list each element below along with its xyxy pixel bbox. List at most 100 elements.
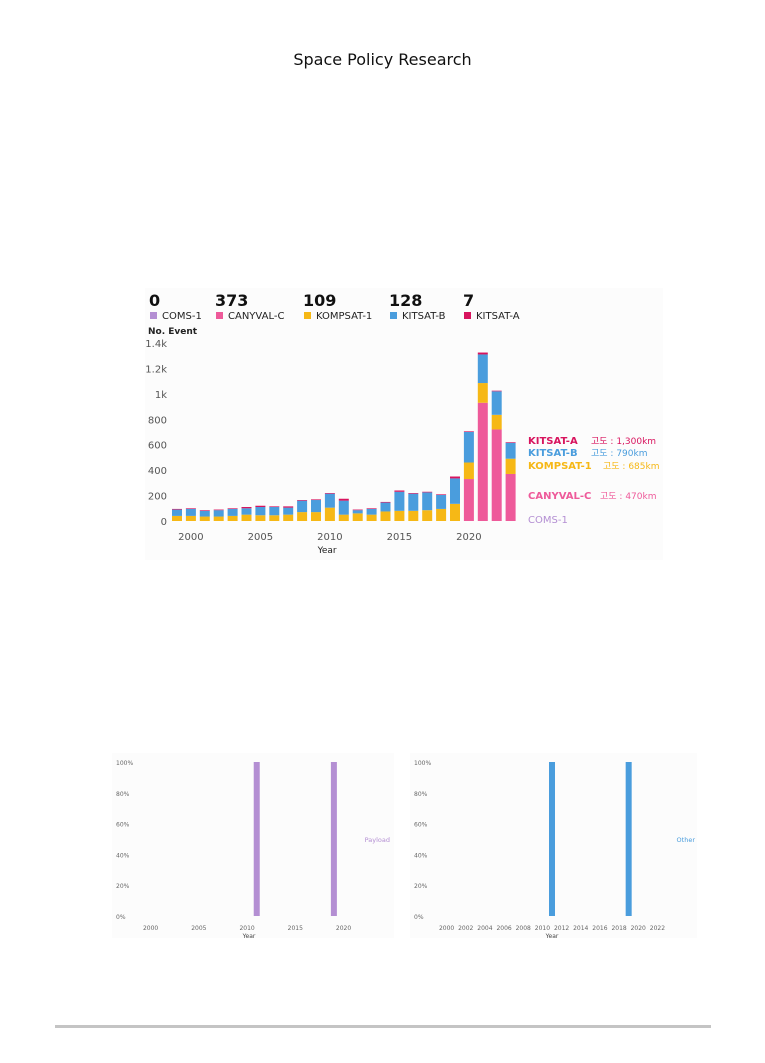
x-tick-label: 2020 [631, 925, 646, 932]
bar-kompsat-1-2010 [324, 507, 335, 521]
bar-kitsat-b-2002 [213, 510, 224, 517]
bar-kitsat-b-2018 [436, 494, 447, 509]
y-tick-label: 0 [161, 517, 167, 528]
bar-kitsat-a-2018 [436, 494, 447, 495]
y-tick-label: 0% [414, 914, 424, 921]
bar-kitsat-a-2009 [311, 499, 321, 501]
summary-count-kompsat-1: 109 [303, 291, 336, 310]
bar-kitsat-b-2011 [338, 500, 349, 515]
other-chart-panel: 0% 20% 40% 60% 80% 100% 2000 2002 2004 2006 2008 20… [410, 753, 697, 938]
bar-kitsat-b-2016 [408, 493, 419, 511]
y-tick-label: 60% [116, 822, 130, 829]
y-tick-label: 600 [148, 441, 167, 452]
bar-kompsat-1-2004 [241, 514, 252, 521]
bar-kompsat-1-2014 [380, 511, 391, 521]
x-tick-label: 2018 [611, 925, 626, 932]
bar-canyval-c-2022 [491, 429, 502, 521]
bar-other-2011 [549, 762, 555, 916]
x-tick-label: 2005 [191, 925, 206, 932]
bar-kitsat-b-2012 [352, 510, 363, 514]
y-tick-label: 40% [116, 852, 130, 859]
bar-kitsat-a-2010 [324, 493, 335, 494]
bar-kitsat-b-2000 [185, 508, 196, 516]
bar-kitsat-b-2013 [366, 508, 377, 515]
bar-kompsat-1-2002 [213, 516, 224, 521]
bar-kompsat-1-2007 [283, 514, 294, 521]
bar-kompsat-1-2001 [199, 516, 210, 521]
x-tick-label: 2012 [554, 925, 569, 932]
annotation-name-kitsat-a: KITSAT-A [528, 436, 578, 447]
bar-kitsat-a-2003 [227, 508, 238, 509]
bar-payload-2019 [330, 762, 337, 916]
y-tick-label: 60% [414, 822, 428, 829]
bar-kitsat-a-2021 [477, 352, 488, 355]
annotation-name-kompsat-1: KOMPSAT-1 [528, 461, 592, 472]
bar-kompsat-1-2009 [311, 512, 321, 521]
bar-kitsat-a-2012 [352, 509, 363, 511]
bar-kompsat-1-2020 [463, 462, 474, 480]
x-tick-label: 2004 [477, 925, 492, 932]
bar-kompsat-1-2017 [422, 510, 433, 521]
x-tick-label: 2010 [535, 925, 550, 932]
bar-kitsat-a-2015 [394, 490, 405, 492]
annotation-detail-kitsat-a: 고도 : 1,300km [591, 437, 656, 447]
bar-kompsat-1-2008 [297, 512, 308, 521]
annotation-detail-kompsat-1: 고도 : 685km [603, 462, 659, 472]
bar-canyval-c-2020 [463, 479, 474, 521]
legend-label-canyval-c: CANYVAL-C [228, 311, 284, 322]
x-tick-label: 2002 [458, 925, 473, 932]
x-tick-label: 2015 [288, 925, 303, 932]
x-tick-label: 2000 [439, 925, 454, 932]
legend-swatch-kitsat-b [390, 312, 397, 319]
bar-kitsat-a-2022 [491, 390, 502, 392]
bar-canyval-c-2023 [505, 473, 516, 521]
y-tick-label: 0% [116, 914, 126, 921]
bar-kompsat-1-2011 [338, 514, 349, 521]
payload-bar-chart: 0% 20% 40% 60% 80% 100% 2000 2005 2010 2015 2020 Ye… [116, 760, 390, 938]
y-tick-label: 400 [148, 466, 167, 477]
bar-kompsat-1-2015 [394, 510, 405, 521]
bar-canyval-c-2021 [477, 402, 488, 521]
bar-kompsat-1-2022 [491, 414, 502, 430]
legend-swatch-kompsat-1 [304, 312, 311, 319]
bar-kompsat-1-2018 [436, 508, 447, 521]
bar-kompsat-1-1999 [172, 515, 182, 521]
bar-kitsat-a-2006 [269, 506, 280, 508]
x-tick-label: 2022 [650, 925, 665, 932]
x-axis-title: Year [317, 546, 337, 556]
x-tick-label: 2000 [178, 532, 203, 543]
bar-kitsat-b-1999 [172, 509, 182, 516]
bar-kitsat-b-2022 [491, 391, 502, 415]
bar-kitsat-b-2004 [241, 508, 252, 515]
bar-other-2019 [625, 762, 632, 916]
bar-kitsat-a-2013 [366, 508, 377, 509]
bar-kompsat-1-2013 [366, 514, 377, 521]
x-tick-label: 2010 [239, 925, 254, 932]
series-label-payload: Payload [365, 836, 390, 844]
y-tick-label: 20% [116, 883, 130, 890]
bar-kitsat-b-2021 [477, 354, 488, 384]
bar-kitsat-b-2019 [450, 478, 460, 504]
bar-kitsat-b-2009 [311, 500, 321, 513]
y-tick-label: 80% [414, 791, 428, 798]
other-bar-chart: 0% 20% 40% 60% 80% 100% 2000 2002 2004 2006 2008 20… [414, 760, 695, 938]
y-tick-label: 100% [116, 760, 133, 767]
bar-kompsat-1-2021 [477, 383, 488, 403]
legend-label-kompsat-1: KOMPSAT-1 [316, 311, 372, 322]
payload-chart-panel: 0% 20% 40% 60% 80% 100% 2000 2005 2010 2015 2020 Ye… [112, 753, 394, 938]
page-header: Space Policy Research [293, 50, 472, 69]
summary-count-coms-1: 0 [149, 291, 160, 310]
bar-kitsat-a-2014 [380, 501, 391, 503]
legend-label-coms-1: COMS-1 [162, 311, 202, 322]
bar-kitsat-a-2017 [422, 491, 433, 493]
summary-count-canyval-c: 373 [215, 291, 248, 310]
bar-kitsat-a-2000 [185, 508, 196, 509]
bar-payload-2011 [253, 762, 260, 916]
x-tick-label: 2005 [248, 532, 273, 543]
x-tick-label: 2008 [516, 925, 531, 932]
bar-kompsat-1-2019 [450, 503, 460, 521]
annotation-detail-kitsat-b: 고도 : 790km [591, 449, 647, 459]
main-chart-panel: 0 COMS-1 373 CANYVAL-C 109 KOMPSAT-1 128 KITSAT… [145, 288, 663, 560]
bar-kompsat-1-2005 [255, 515, 266, 521]
summary-count-kitsat-a: 7 [463, 291, 474, 310]
